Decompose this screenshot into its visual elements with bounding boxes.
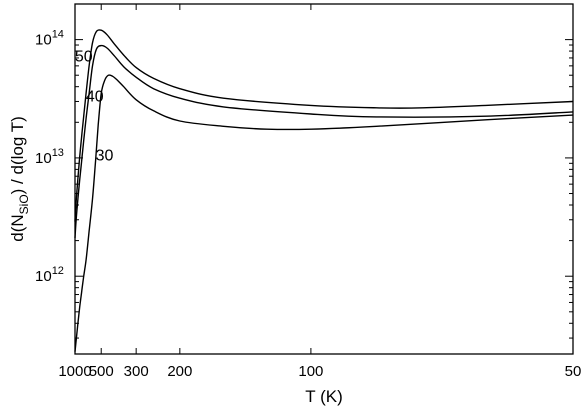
y-tick-label-exponent: 13 [52, 147, 64, 159]
y-tick-label-base: 10 [35, 32, 52, 49]
y-tick-label-base: 10 [35, 268, 52, 285]
series-line-50 [74, 29, 574, 222]
y-tick-label-base: 10 [35, 150, 52, 167]
curves [74, 29, 574, 352]
series-line-40 [74, 44, 574, 239]
y-tick-label: 1013 [35, 147, 64, 167]
y-axis-label: d(NSiO) / d(log T) [8, 116, 31, 242]
y-axis-label-prefix: d(N [8, 214, 27, 241]
y-axis-label-subscript: SiO [17, 194, 31, 214]
series-line-30 [74, 74, 574, 352]
y-axis-label-suffix: ) / d(log T) [8, 116, 27, 194]
x-tick-label: 200 [167, 363, 192, 380]
x-tick-label: 1000 [58, 363, 91, 380]
x-axis-label: T (K) [305, 387, 342, 406]
x-tick-label: 300 [124, 363, 149, 380]
x-tick-label: 50 [565, 363, 582, 380]
plot-frame [74, 3, 574, 355]
curve-labels: 50 40 30 [75, 49, 114, 165]
x-tick-label: 100 [298, 363, 323, 380]
y-tick-label-exponent: 14 [52, 29, 64, 41]
series-label-40: 40 [86, 88, 104, 105]
y-tick-label: 1014 [35, 29, 64, 49]
x-tick-label: 500 [89, 363, 114, 380]
series-label-50: 50 [75, 49, 93, 66]
y-tick-label-exponent: 12 [52, 265, 64, 277]
y-tick-label: 1012 [35, 265, 64, 285]
series-label-30: 30 [96, 148, 114, 165]
